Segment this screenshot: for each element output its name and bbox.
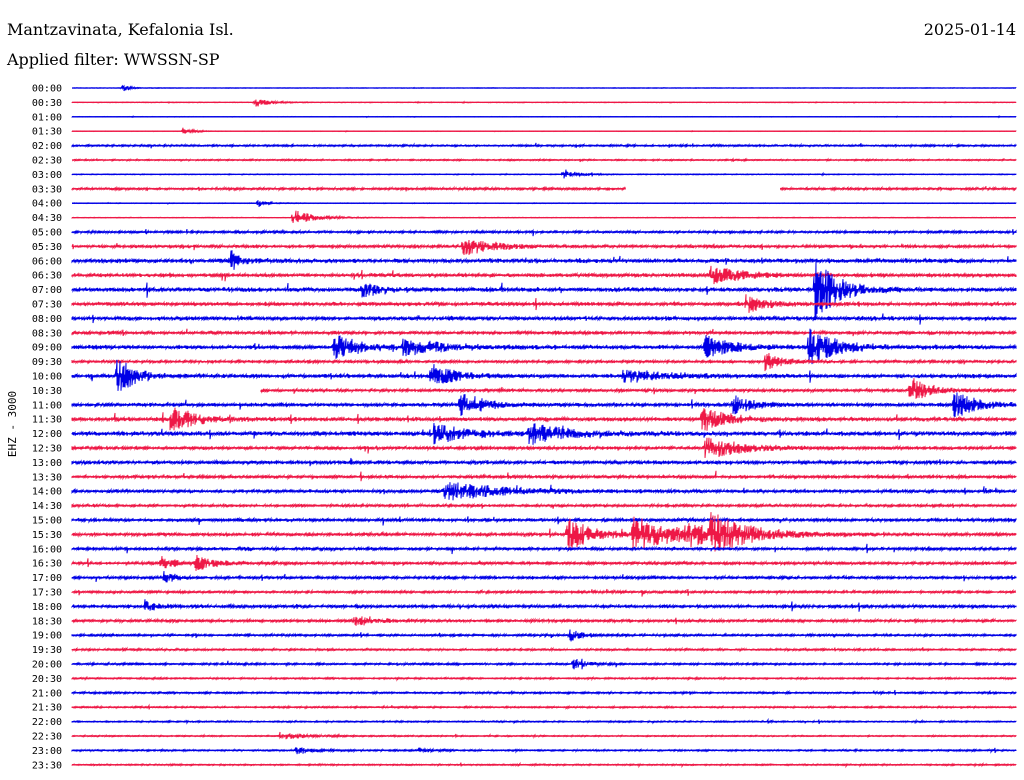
tick-label: 05:30 (32, 242, 62, 253)
tick-label: 05:00 (32, 228, 62, 239)
tick-label: 14:00 (32, 487, 62, 498)
tick-label: 04:30 (32, 213, 62, 224)
tick-label: 12:30 (32, 444, 62, 455)
tick-label: 13:30 (32, 472, 62, 483)
trace-row-1030 (260, 378, 1017, 399)
tick-label: 23:00 (32, 746, 62, 757)
y-axis-label: EHZ - 3000 (6, 391, 19, 457)
tick-label: 01:00 (32, 112, 62, 123)
tick-label: 16:30 (32, 559, 62, 570)
tick-label: 21:30 (32, 703, 62, 714)
tick-label: 22:30 (32, 732, 62, 743)
traces-group (71, 84, 1017, 769)
tick-label: 08:00 (32, 314, 62, 325)
tick-labels-group: 00:00 00:30 01:00 01:30 02:00 02:30 03:00 03:30… (32, 84, 62, 772)
tick-label: 21:00 (32, 688, 62, 699)
tick-label: 18:30 (32, 616, 62, 627)
tick-label: 07:30 (32, 300, 62, 311)
trace-row-1730 (71, 588, 1017, 597)
tick-label: 17:00 (32, 573, 62, 584)
date-label: 2025-01-14 (923, 20, 1016, 39)
tick-label: 19:30 (32, 645, 62, 656)
tick-label: 07:00 (32, 285, 62, 296)
station-title: Mantzavinata, Kefalonia Isl. (7, 20, 234, 39)
tick-label: 15:00 (32, 516, 62, 527)
trace-row-0700 (71, 260, 1017, 321)
tick-label: 01:30 (32, 127, 62, 138)
tick-label: 12:00 (32, 429, 62, 440)
trace-row-0530 (71, 239, 1017, 256)
tick-label: 11:00 (32, 400, 62, 411)
trace-row-1330 (71, 470, 1017, 482)
tick-label: 03:00 (32, 170, 62, 181)
tick-label: 04:00 (32, 199, 62, 210)
tick-label: 13:00 (32, 458, 62, 469)
tick-label: 09:30 (32, 357, 62, 368)
tick-label: 16:00 (32, 544, 62, 555)
filter-label: Applied filter: WWSSN-SP (7, 50, 220, 69)
tick-label: 10:30 (32, 386, 62, 397)
tick-label: 19:00 (32, 631, 62, 642)
tick-label: 22:00 (32, 717, 62, 728)
trace-row-1700 (71, 571, 1017, 583)
tick-label: 00:30 (32, 98, 62, 109)
trace-row-1000 (71, 359, 1017, 391)
tick-label: 20:30 (32, 674, 62, 685)
tick-label: 17:30 (32, 588, 62, 599)
tick-label: 11:30 (32, 415, 62, 426)
tick-label: 00:00 (32, 84, 62, 95)
trace-row-1500 (71, 516, 1017, 526)
tick-label: 03:30 (32, 184, 62, 195)
tick-label: 14:30 (32, 501, 62, 512)
tick-label: 10:00 (32, 372, 62, 383)
tick-label: 20:00 (32, 660, 62, 671)
trace-row-0600 (71, 250, 1017, 270)
trace-row-1800 (71, 599, 1017, 612)
tick-label: 02:00 (32, 141, 62, 152)
tick-label: 08:30 (32, 328, 62, 339)
tick-label: 06:00 (32, 256, 62, 267)
tick-label: 06:30 (32, 271, 62, 282)
trace-row-1530 (71, 512, 1017, 552)
tick-label: 18:00 (32, 602, 62, 613)
trace-row-0430 (71, 210, 1017, 223)
tick-label: 23:30 (32, 760, 62, 771)
tick-label: 09:00 (32, 343, 62, 354)
tick-label: 02:30 (32, 156, 62, 167)
tick-label: 15:30 (32, 530, 62, 541)
